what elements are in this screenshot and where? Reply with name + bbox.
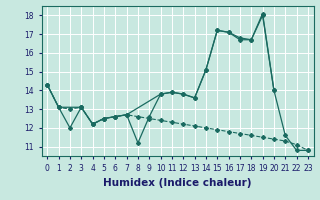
X-axis label: Humidex (Indice chaleur): Humidex (Indice chaleur) xyxy=(103,178,252,188)
